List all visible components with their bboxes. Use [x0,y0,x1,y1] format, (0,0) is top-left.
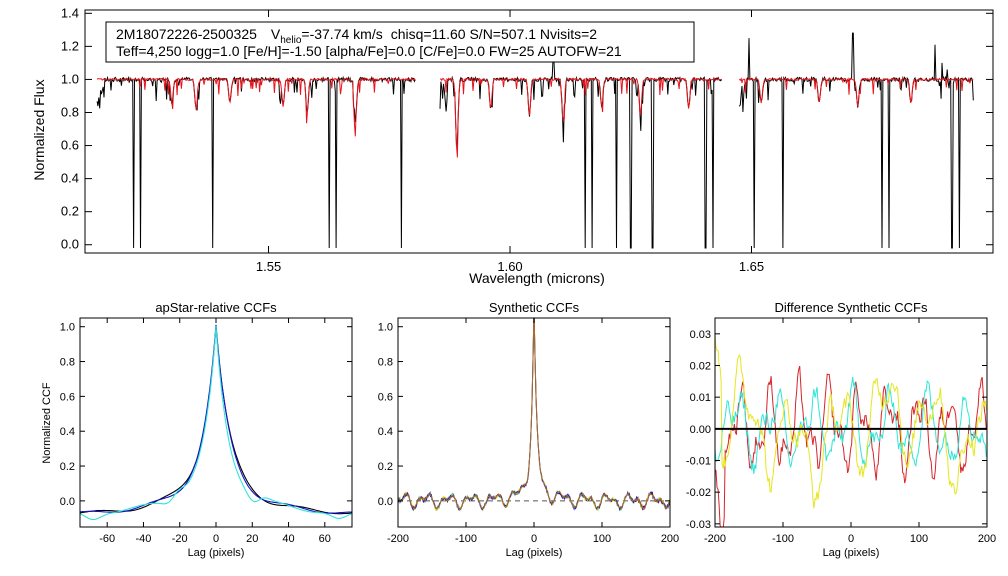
synthetic-ccf-ticks: -200 -100 0 100 200 0.0 0.2 0.4 0.6 0.8 1.0 [378,318,679,545]
apstar-ccf-plot-area [80,324,352,521]
ccf-line-visit2 [80,326,352,521]
x-tick-label: -200 [704,533,726,545]
x-tick-label: 100 [593,533,611,545]
y-tick-label: 0.02 [690,361,711,373]
y-tick-label: 0.0 [61,237,79,252]
y-tick-label: 0.6 [378,391,393,403]
y-tick-label: 0.4 [61,171,79,186]
x-tick-label: 200 [978,533,996,545]
difference-ccf-x-label: Lag (pixels) [823,547,880,559]
y-tick-label: 0.0 [378,496,393,508]
spectrum-frame [84,9,994,254]
ccf-line-visit1 [398,318,670,512]
y-tick-label: 0.8 [378,357,393,369]
synthetic-ccf-x-label: Lag (pixels) [506,547,563,559]
ccf-line-visit1 [80,324,352,514]
difference-ccf-ticks: -200 -100 0 100 200 -0.03 -0.02 -0.01 0.00 0.01 0.… [686,318,996,545]
x-tick-label: -100 [455,533,477,545]
x-tick-label: -60 [99,533,115,545]
info-line-1: 2M18072226-2500325 Vhelio=-37.74 km/s chis… [116,26,597,46]
difference-line-visit3 [715,335,987,509]
observed-spectrum-chip-1 [96,75,416,249]
ccf-line-combined [80,326,352,515]
y-tick-label: 1.0 [60,322,75,334]
x-tick-label: -200 [387,533,409,545]
y-tick-label: 1.4 [61,5,79,20]
y-tick-label: 0.2 [60,461,75,473]
y-tick-label: 1.0 [61,71,79,86]
apstar-ccf-title: apStar-relative CCFs [155,300,277,315]
fit-stats: chisq=11.60 S/N=507.1 Nvisits=2 [391,26,598,42]
y-tick-label: 0.8 [61,104,79,119]
ccf-line-combined [398,318,670,511]
spectrum-panel: 1.55 1.60 1.65 0.0 0.2 0.4 0.6 0.8 1.0 1.2 1.4 2M1… [31,5,994,286]
x-tick-label: 1.55 [256,259,281,274]
x-tick-label: 60 [319,533,331,545]
y-tick-label: 0.0 [60,496,75,508]
x-tick-label: 20 [246,533,258,545]
synthetic-ccf-plot-area [398,318,670,512]
vhelio-value: =-37.74 km/s [301,26,382,42]
x-tick-label: 0 [848,533,854,545]
observed-spectrum-chip-3 [738,32,974,249]
info-box [105,21,695,63]
model-spectrum-chip-3 [739,76,974,107]
y-tick-label: 0.2 [61,204,79,219]
y-tick-label: 0.6 [61,138,79,153]
x-tick-label: 1.65 [739,259,764,274]
model-spectrum-chip-1 [96,76,416,137]
vhelio-letter: V [271,26,281,42]
model-spectrum-chip-2 [439,76,723,158]
spectrum-ticks: 1.55 1.60 1.65 0.0 0.2 0.4 0.6 0.8 1.0 1.2 1.4 [61,5,993,274]
y-tick-label: 0.4 [378,426,393,438]
x-tick-label: 40 [282,533,294,545]
y-tick-label: 0.01 [690,392,711,404]
x-tick-label: 0 [531,533,537,545]
star-id: 2M18072226-2500325 [116,26,257,42]
apstar-ccf-panel: apStar-relative CCFs -60 -40 -20 0 20 40 60 0.0… [41,300,353,559]
apstar-ccf-ticks: -60 -40 -20 0 20 40 60 0.0 0.2 0.4 0.6 0.8 1.0 [60,318,352,545]
synthetic-ccf-panel: Synthetic CCFs -200 -100 0 100 200 0.0 0.2 0.4 0… [378,300,679,559]
vhelio-subscript: helio [280,35,302,46]
y-tick-label: 0.6 [60,391,75,403]
x-tick-label: -20 [172,533,188,545]
apstar-ccf-y-label: Normalized CCF [41,382,53,464]
x-tick-label: 1.60 [497,259,522,274]
y-tick-label: 0.4 [60,426,75,438]
y-tick-label: 0.2 [378,461,393,473]
y-tick-label: 0.03 [690,329,711,341]
x-tick-label: 100 [910,533,928,545]
x-tick-label: 200 [661,533,679,545]
spectrum-plot-area [96,32,974,249]
synthetic-ccf-title: Synthetic CCFs [489,300,580,315]
spectrum-y-label: Normalized Flux [31,79,47,180]
x-tick-label: -40 [136,533,152,545]
apstar-ccf-x-label: Lag (pixels) [188,547,245,559]
y-tick-label: -0.01 [686,456,711,468]
x-tick-label: 0 [213,533,219,545]
y-tick-label: 1.0 [378,322,393,334]
difference-ccf-panel: Difference Synthetic CCFs -200 -100 0 100 20… [686,300,996,559]
difference-ccf-plot-area [715,335,987,527]
y-tick-label: 0.8 [60,357,75,369]
ccf-line-visit3 [398,318,670,511]
difference-line-visit1 [715,365,987,527]
y-tick-label: -0.02 [686,487,711,499]
y-tick-label: 1.2 [61,38,79,53]
info-line-2: Teff=4,250 logg=1.0 [Fe/H]=-1.50 [alpha/… [116,43,622,59]
spectrum-x-label: Wavelength (microns) [469,270,605,286]
ccf-line-visit2 [398,318,670,512]
y-tick-label: 0.00 [690,424,711,436]
y-tick-label: -0.03 [686,519,711,531]
difference-ccf-title: Difference Synthetic CCFs [775,300,928,315]
apstar-ccf-frame [79,317,353,528]
x-tick-label: -100 [772,533,794,545]
